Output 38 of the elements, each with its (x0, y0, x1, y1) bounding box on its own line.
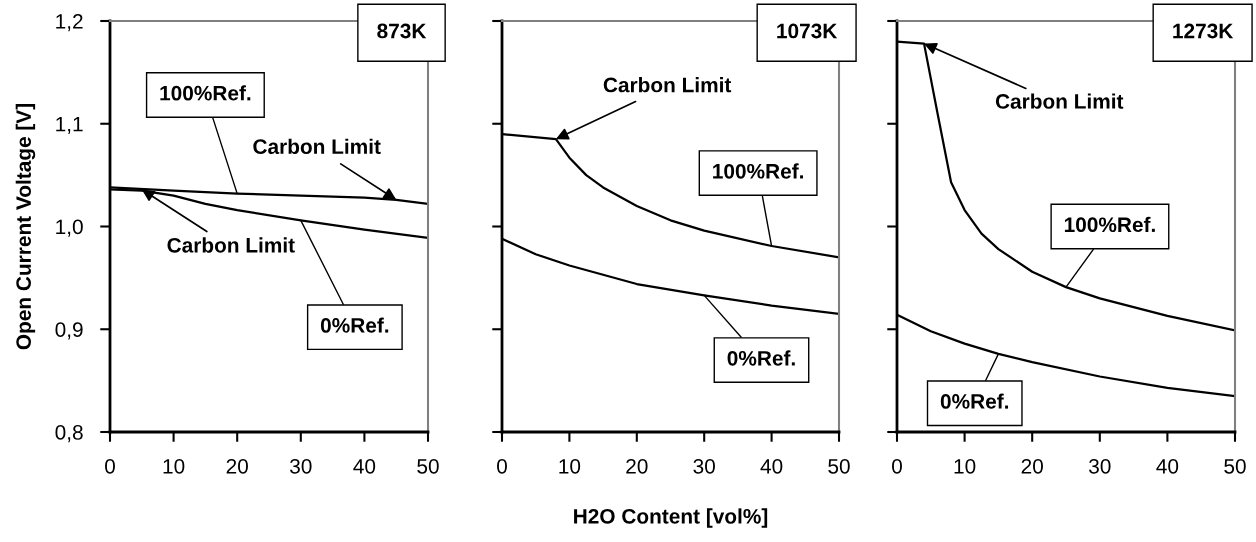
y-tick-label: 1,2 (56, 14, 83, 32)
x-tick-label: 0 (892, 458, 902, 474)
x-tick-label: 40 (353, 458, 376, 474)
x-tick-label: 50 (828, 458, 850, 474)
y-tick-label: 1,0 (56, 219, 83, 237)
x-tick-label: 40 (760, 458, 783, 474)
chart-title: 1073K (777, 23, 838, 39)
x-tick-label: 20 (1021, 458, 1043, 474)
annotation: Carbon Limit (167, 237, 295, 253)
chart-title: 1273K (1173, 23, 1234, 39)
text: 100%Ref. (160, 85, 251, 101)
y-tick-label: 0,9 (55, 322, 83, 340)
text: 0%Ref. (320, 317, 389, 333)
annotation: Carbon Limit (253, 138, 381, 154)
x-tick-label: 10 (163, 458, 185, 474)
x-axis-title: H2O Content [vol%] (574, 508, 768, 528)
y-tick-label: 1,1 (56, 116, 83, 134)
x-tick-label: 40 (1156, 458, 1179, 474)
x-tick-label: 50 (417, 458, 439, 474)
text: 100%Ref. (713, 163, 804, 179)
chart-title: 873K (377, 23, 427, 39)
x-tick-label: 10 (559, 458, 581, 474)
x-tick-label: 30 (290, 458, 312, 474)
legend-label: 0%Ref. (727, 350, 795, 366)
y-axis-title: Open Current Voltage [V] (15, 104, 36, 350)
x-tick-label: 30 (1089, 458, 1111, 474)
x-tick-label: 20 (226, 458, 248, 474)
x-tick-label: 0 (497, 458, 507, 474)
x-tick-label: 0 (105, 458, 115, 474)
x-tick-label: 20 (626, 458, 648, 474)
annotation: Carbon Limit (603, 77, 732, 93)
x-tick-label: 10 (954, 458, 976, 474)
x-tick-label: 50 (1224, 458, 1246, 474)
text: 100%Ref. (1064, 216, 1155, 233)
x-tick-label: 30 (693, 458, 715, 474)
legend-label: 0%Ref. (940, 393, 1009, 409)
annotation: Carbon Limit (995, 93, 1124, 109)
y-tick-label: 0,8 (55, 425, 83, 443)
